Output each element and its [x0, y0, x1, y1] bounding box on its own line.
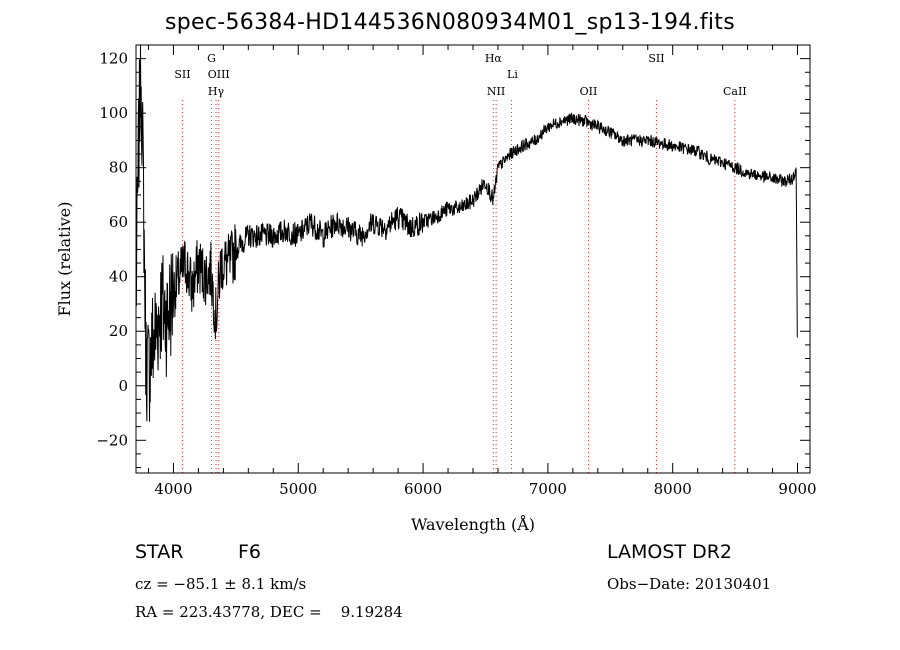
x-tick-label-1: 5000	[279, 480, 317, 498]
obs-date: Obs−Date: 20130401	[607, 575, 772, 593]
object-type: STAR	[135, 541, 184, 563]
line-label-2: OIII	[208, 68, 230, 81]
y-axis-label: Flux (relative)	[55, 202, 74, 317]
x-axis-label: Wavelength (Å)	[411, 514, 535, 534]
line-label-4: Hα	[485, 52, 503, 65]
x-tick-label-0: 4000	[154, 480, 192, 498]
x-tick-label-3: 7000	[529, 480, 567, 498]
y-tick-label-4: 60	[109, 213, 128, 231]
line-label-3: Hγ	[208, 85, 225, 98]
y-tick-label-6: 100	[99, 104, 128, 122]
y-tick-label-0: −20	[96, 431, 128, 449]
y-tick-label-2: 20	[109, 322, 128, 340]
x-tick-label-2: 6000	[404, 480, 442, 498]
line-label-7: OII	[580, 85, 598, 98]
line-label-5: NII	[487, 85, 505, 98]
y-tick-label-7: 120	[99, 50, 128, 68]
line-label-9: CaII	[723, 85, 747, 98]
line-label-0: SII	[174, 68, 190, 81]
redshift-text: cz = −85.1 ± 8.1 km/s	[135, 575, 307, 593]
x-tick-label-4: 8000	[654, 480, 692, 498]
line-label-1: G	[207, 52, 216, 65]
chart-title: spec-56384-HD144536N080934M01_sp13-194.f…	[165, 10, 735, 35]
x-tick-label-5: 9000	[778, 480, 816, 498]
line-label-8: SII	[648, 52, 664, 65]
y-tick-label-5: 80	[109, 159, 128, 177]
survey-name: LAMOST DR2	[607, 541, 732, 563]
spectrum-line	[135, 44, 798, 422]
y-tick-label-3: 40	[109, 268, 128, 286]
line-label-6: Li	[507, 68, 518, 81]
spectral-subclass: F6	[238, 541, 262, 563]
y-tick-label-1: 0	[118, 377, 128, 395]
coordinates: RA = 223.43778, DEC = 9.19284	[135, 603, 403, 621]
plot-frame	[135, 44, 811, 474]
